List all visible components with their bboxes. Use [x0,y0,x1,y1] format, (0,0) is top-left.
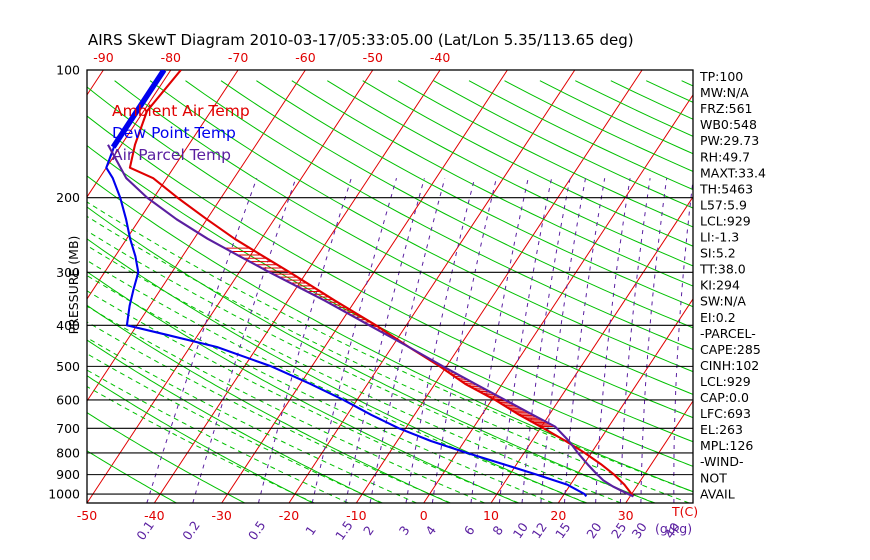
parameter-ki294: KI:294 [700,278,740,293]
legend-item-2: Air Parcel Temp [112,146,231,164]
bottom-temp-tick--40: -40 [144,508,164,523]
mixing-ratio-tick-15: 15 [552,520,573,542]
bottom-temp-tick-10: 10 [483,508,499,523]
parameter-ei0.2: EI:0.2 [700,310,736,325]
parameter-wb0548: WB0:548 [700,117,757,132]
mixing-ratio-tick-1: 1 [302,523,319,538]
pressure-axis-label: PRESSURE (MB) [66,236,81,335]
mixing-ratio-tick-40: 40 [662,520,683,542]
parameter-pw29.73: PW:29.73 [700,133,759,148]
parameter-lfc693: LFC:693 [700,406,751,421]
parameter-tp100: TP:100 [699,69,743,84]
parameter-el263: EL:263 [700,422,743,437]
mixing-ratio-tick-20: 20 [583,520,604,542]
top-temp-tick--40: -40 [430,50,450,65]
data-curves-layer [105,70,635,498]
parameter-cap0.0: CAP:0.0 [700,390,749,405]
top-temp-tick--60: -60 [295,50,315,65]
parameter-panel: TP:100MW:N/AFRZ:561WB0:548PW:29.73RH:49.… [699,69,766,501]
legend-item-1: Dew Point Temp [112,124,236,142]
pressure-tick-300: 300 [56,265,80,280]
bottom-temp-tick--20: -20 [279,508,299,523]
parameter-maxt33.4: MAXT:33.4 [700,165,766,180]
parameter-mpl126: MPL:126 [700,438,753,453]
parameter-cape285: CAPE:285 [700,342,761,357]
parameter-avail: AVAIL [700,486,735,501]
parameter-th5463: TH:5463 [699,181,753,196]
page-title: AIRS SkewT Diagram 2010-03-17/05:33:05.0… [88,31,634,49]
parameter-li1.3: LI:-1.3 [700,230,739,245]
parameter-l575.9: L57:5.9 [700,197,747,212]
mixing-ratio-tick-25: 25 [608,520,629,542]
pressure-tick-1000: 1000 [48,487,80,502]
legend-item-0: Ambient Air Temp [112,102,250,120]
mixing-ratio-tick-2: 2 [360,523,377,538]
parameter-si5.2: SI:5.2 [700,246,736,261]
mixing-ratio-tick-30: 30 [629,520,650,542]
mixing-ratio-axis-label: (g/kg) [655,521,692,536]
mixing-ratio-tick-12: 12 [529,520,550,542]
legend: Ambient Air Temp Dew Point Temp Air Parcel… [112,102,250,164]
mixing-ratio-tick-8: 8 [489,523,506,538]
parameter-mwna: MW:N/A [700,85,749,100]
pressure-tick-500: 500 [56,359,80,374]
parameter-not: NOT [700,470,727,485]
bottom-temp-tick-0: 0 [420,508,428,523]
curve-air-parcel-temp [107,144,634,498]
mixing-ratio-tick-6: 6 [461,523,478,538]
curve-dew-point-temp [105,70,588,498]
pressure-tick-700: 700 [56,421,80,436]
mixing-ratio-tick-4: 4 [422,523,439,538]
pressure-tick-100: 100 [56,63,80,78]
dewpoint-saturated-segment [110,70,167,149]
parameter-rh49.7: RH:49.7 [700,149,750,164]
bottom-temp-tick--50: -50 [77,508,97,523]
bottom-temp-tick--30: -30 [211,508,231,523]
pressure-tick-900: 900 [56,467,80,482]
top-temp-tick--50: -50 [363,50,383,65]
mixing-ratio-tick-0.2: 0.2 [179,518,203,543]
parameter-cinh102: CINH:102 [700,358,759,373]
bottom-temp-tick-30: 30 [618,508,634,523]
mixing-ratio-tick-3: 3 [396,523,413,538]
mixing-ratio-tick-10: 10 [510,520,531,542]
parameter-wind: -WIND- [700,454,744,469]
parameter-frz561: FRZ:561 [700,101,753,116]
top-temp-tick--80: -80 [161,50,181,65]
parameter-lcl929: LCL:929 [700,374,751,389]
parameter-lcl929: LCL:929 [700,213,751,228]
bottom-temp-tick-20: 20 [550,508,566,523]
pressure-tick-800: 800 [56,445,80,460]
parameter-parcel: -PARCEL- [700,326,756,341]
grid-layer [86,69,694,504]
parameter-tt38.0: TT:38.0 [699,262,746,277]
pressure-tick-400: 400 [56,318,80,333]
pressure-tick-200: 200 [56,190,80,205]
bottom-temp-tick--10: -10 [346,508,366,523]
temperature-axis-label: T(C) [671,504,698,519]
parameter-swna: SW:N/A [700,294,746,309]
pressure-tick-600: 600 [56,392,80,407]
mixing-ratio-tick-0.5: 0.5 [245,518,269,543]
top-temp-tick--90: -90 [93,50,113,65]
top-temp-tick--70: -70 [228,50,248,65]
